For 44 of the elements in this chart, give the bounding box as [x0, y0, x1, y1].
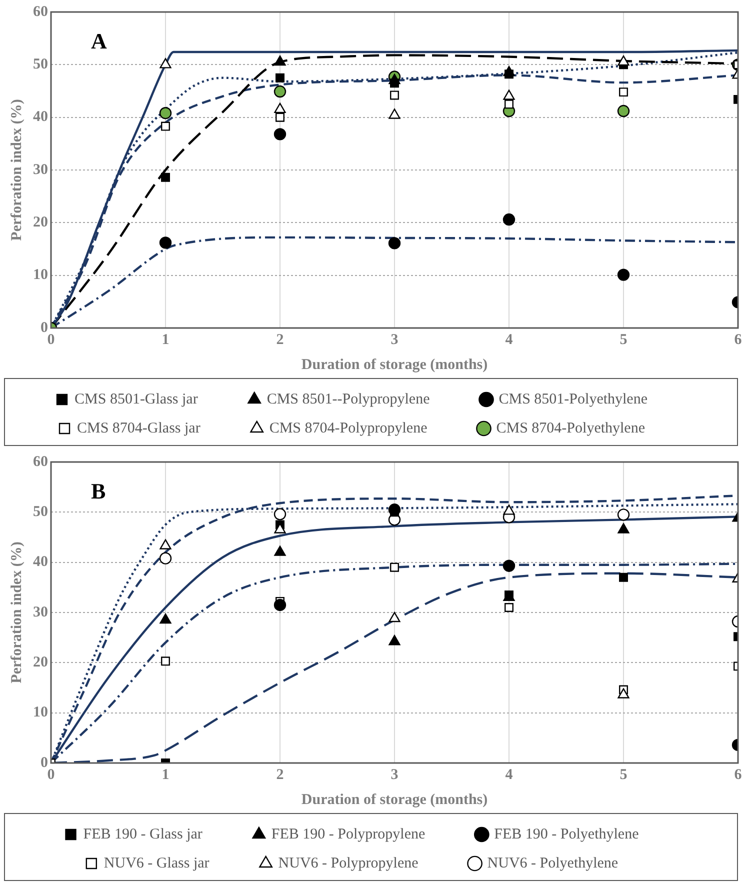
y-tick-label: 0: [40, 320, 48, 336]
x-tick-label: 1: [162, 766, 170, 783]
legend-label: FEB 190 - Polyethylene: [494, 826, 676, 842]
y-tick-label: 50: [33, 504, 48, 520]
legend-label: CMS 8501--Polypropylene: [266, 391, 468, 408]
x-tick-label: 1: [162, 332, 170, 348]
x-tick-label: 4: [505, 332, 514, 348]
x-tick-label: 3: [390, 332, 398, 348]
legend-label: CMS 8501-Glass jar: [74, 391, 236, 408]
annotation: B: [91, 478, 106, 504]
annotation: A: [91, 28, 107, 54]
legend-label: CMS 8501-Polyethylene: [498, 391, 685, 408]
x-tick-label: 5: [620, 332, 628, 348]
x-axis-title: Duration of storage (months): [301, 356, 488, 373]
legend-label: NUV6 - Glass jar: [104, 855, 247, 872]
legend-label: FEB 190 - Polypropylene: [271, 826, 463, 842]
y-tick-label: 60: [33, 4, 48, 20]
x-tick-label: 3: [390, 766, 398, 783]
y-tick-label: 40: [33, 554, 48, 570]
x-tick-label: 6: [734, 766, 742, 783]
legend-label: CMS 8704-Polyethylene: [496, 420, 682, 436]
x-axis-title: Duration of storage (months): [301, 792, 488, 808]
legend-label: NUV6 - Polypropylene: [278, 855, 456, 872]
y-tick-label: 0: [40, 754, 48, 771]
x-tick-label: 4: [505, 766, 514, 783]
y-tick-label: 30: [33, 604, 48, 620]
y-tick-label: 10: [33, 267, 48, 284]
y-tick-label: 30: [33, 162, 48, 178]
legend-label: NUV6 - Polyethylene: [487, 855, 656, 872]
legend-label: FEB 190 - Glass jar: [83, 826, 240, 842]
y-tick-label: 20: [33, 214, 48, 231]
legend-label: CMS 8704-Glass jar: [77, 420, 238, 436]
y-axis-title: Perforation index (%): [8, 542, 25, 684]
y-tick-label: 10: [33, 704, 48, 721]
x-tick-label: 6: [734, 332, 742, 348]
y-tick-label: 20: [33, 654, 48, 671]
x-tick-label: 5: [620, 766, 628, 783]
y-tick-label: 40: [33, 109, 48, 126]
x-tick-label: 2: [276, 332, 284, 348]
y-tick-label: 50: [33, 56, 48, 73]
y-axis-title: Perforation index (%): [8, 99, 25, 241]
y-tick-label: 60: [33, 454, 48, 470]
x-tick-label: 2: [276, 766, 284, 783]
legend-label: CMS 8704-Polypropylene: [269, 420, 465, 436]
